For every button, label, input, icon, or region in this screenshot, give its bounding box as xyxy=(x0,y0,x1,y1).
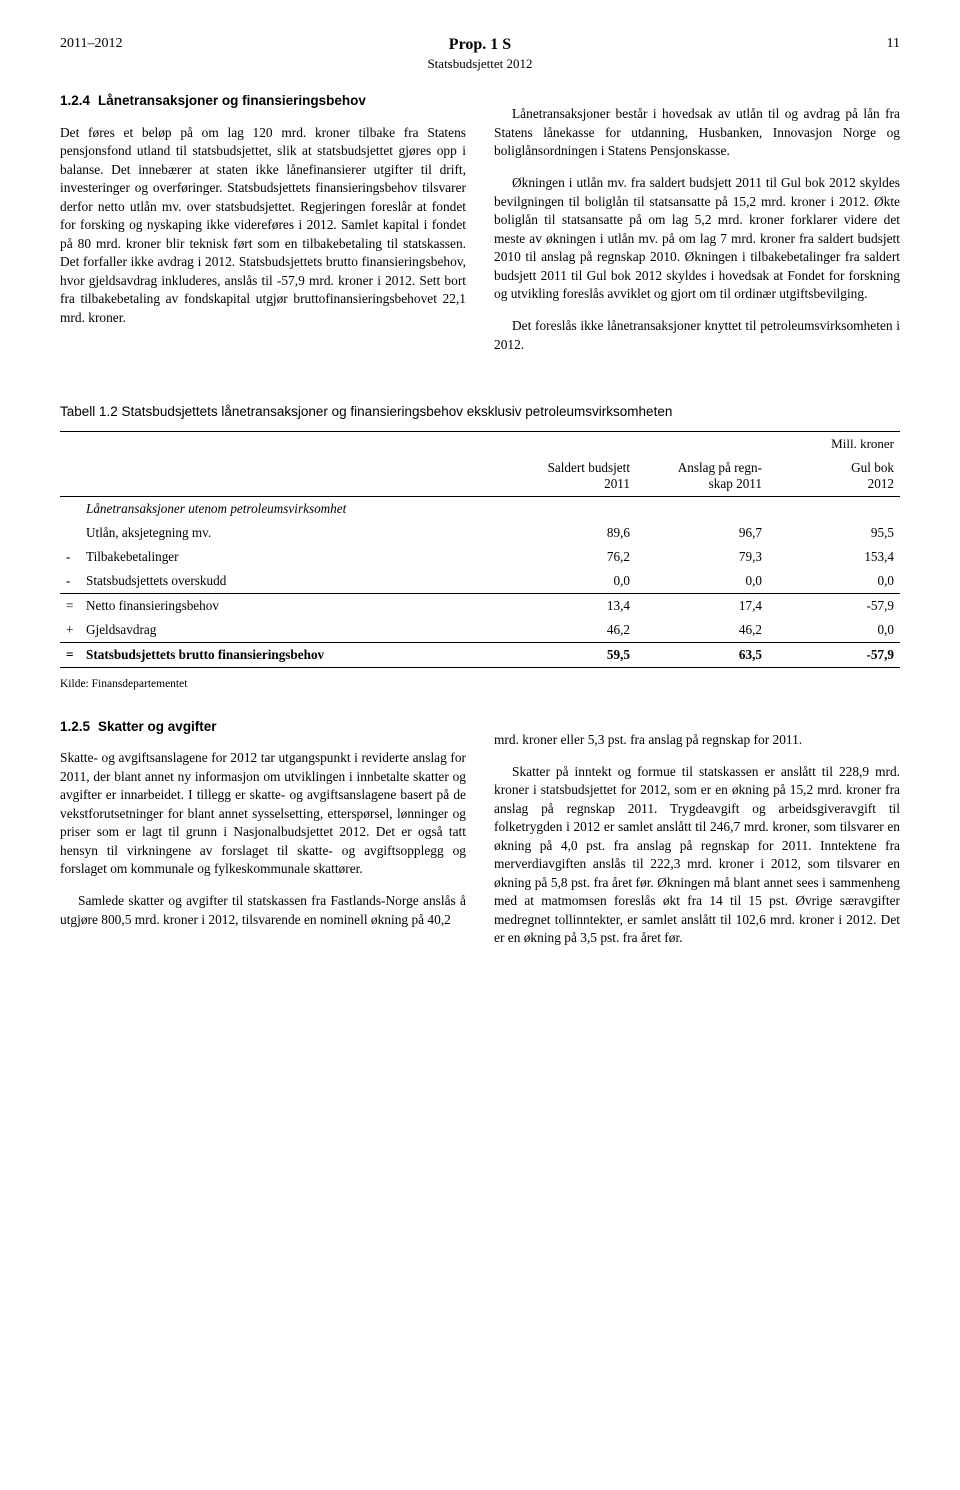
section-number: 1.2.5 xyxy=(60,718,90,736)
row-operator: - xyxy=(60,545,80,569)
section-1-2-4-p2: Lånetransaksjoner består i hovedsak av u… xyxy=(494,105,900,161)
row-value: 59,5 xyxy=(504,642,636,667)
row-value: 0,0 xyxy=(504,569,636,594)
row-value: 17,4 xyxy=(636,593,768,618)
section-1-2-5-right-p2: Skatter på inntekt og formue til statska… xyxy=(494,763,900,948)
col-anslag: Anslag på regn-skap 2011 xyxy=(636,456,768,497)
table-row: -Statsbudsjettets overskudd0,00,00,0 xyxy=(60,569,900,594)
row-value: 95,5 xyxy=(768,521,900,545)
row-label: Netto finansieringsbehov xyxy=(80,593,504,618)
section-1-2-5-left-p2: Samlede skatter og avgifter til statskas… xyxy=(60,892,466,929)
header-subtitle: Statsbudsjettet 2012 xyxy=(60,56,900,72)
table-row: +Gjeldsavdrag46,246,20,0 xyxy=(60,618,900,643)
row-label: Utlån, aksjetegning mv. xyxy=(80,521,504,545)
section-1-2-4-heading: 1.2.4 Lånetransaksjoner og finansieringsb… xyxy=(60,92,466,110)
page-number: 11 xyxy=(887,36,900,52)
row-value: 46,2 xyxy=(504,618,636,643)
row-value xyxy=(768,496,900,521)
row-value: 96,7 xyxy=(636,521,768,545)
row-label: Tilbakebetalinger xyxy=(80,545,504,569)
col-saldert: Saldert budsjett2011 xyxy=(504,456,636,497)
row-operator xyxy=(60,496,80,521)
row-label: Statsbudsjettets overskudd xyxy=(80,569,504,594)
table-unit: Mill. kroner xyxy=(60,431,900,456)
row-value: 89,6 xyxy=(504,521,636,545)
row-operator: - xyxy=(60,569,80,594)
table-1-2-caption: Tabell 1.2 Statsbudsjettets lånetransaks… xyxy=(60,404,900,419)
row-value: -57,9 xyxy=(768,593,900,618)
header-left: 2011–2012 xyxy=(60,36,122,52)
table-header-row: Saldert budsjett2011 Anslag på regn-skap… xyxy=(60,456,900,497)
section-1-2-5-heading: 1.2.5 Skatter og avgifter xyxy=(60,718,466,736)
row-value: 63,5 xyxy=(636,642,768,667)
row-value xyxy=(636,496,768,521)
col-gulbok: Gul bok2012 xyxy=(768,456,900,497)
table-row: Lånetransaksjoner utenom petroleumsvirks… xyxy=(60,496,900,521)
row-operator xyxy=(60,521,80,545)
row-label: Statsbudsjettets brutto finansieringsbeh… xyxy=(80,642,504,667)
table-source: Kilde: Finansdepartementet xyxy=(60,678,900,690)
row-value xyxy=(504,496,636,521)
section-number: 1.2.4 xyxy=(60,92,90,110)
row-operator: = xyxy=(60,642,80,667)
row-value: 76,2 xyxy=(504,545,636,569)
row-operator: = xyxy=(60,593,80,618)
row-value: 0,0 xyxy=(768,618,900,643)
row-operator: + xyxy=(60,618,80,643)
section-title: Skatter og avgifter xyxy=(98,719,217,734)
row-label: Gjeldsavdrag xyxy=(80,618,504,643)
row-value: 46,2 xyxy=(636,618,768,643)
section-title: Lånetransaksjoner og finansieringsbehov xyxy=(98,93,366,108)
table-row: -Tilbakebetalinger76,279,3153,4 xyxy=(60,545,900,569)
row-value: 153,4 xyxy=(768,545,900,569)
section-1-2-5-right-p1: mrd. kroner eller 5,3 pst. fra anslag på… xyxy=(494,731,900,750)
section-1-2-5-left-p1: Skatte- og avgiftsanslagene for 2012 tar… xyxy=(60,749,466,879)
row-value: 0,0 xyxy=(768,569,900,594)
row-value: 79,3 xyxy=(636,545,768,569)
table-row: =Netto finansieringsbehov13,417,4-57,9 xyxy=(60,593,900,618)
row-value: 13,4 xyxy=(504,593,636,618)
row-value: 0,0 xyxy=(636,569,768,594)
section-1-2-4-p4: Det foreslås ikke lånetransaksjoner knyt… xyxy=(494,317,900,354)
header-title: Prop. 1 S xyxy=(449,36,511,54)
section-1-2-4-p3: Økningen i utlån mv. fra saldert budsjet… xyxy=(494,174,900,304)
row-label: Lånetransaksjoner utenom petroleumsvirks… xyxy=(80,496,504,521)
row-value: -57,9 xyxy=(768,642,900,667)
table-row: Utlån, aksjetegning mv.89,696,795,5 xyxy=(60,521,900,545)
table-row: =Statsbudsjettets brutto finansieringsbe… xyxy=(60,642,900,667)
section-1-2-4-p1: Det føres et beløp på om lag 120 mrd. kr… xyxy=(60,124,466,328)
table-1-2: Mill. kroner Saldert budsjett2011 Anslag… xyxy=(60,431,900,668)
